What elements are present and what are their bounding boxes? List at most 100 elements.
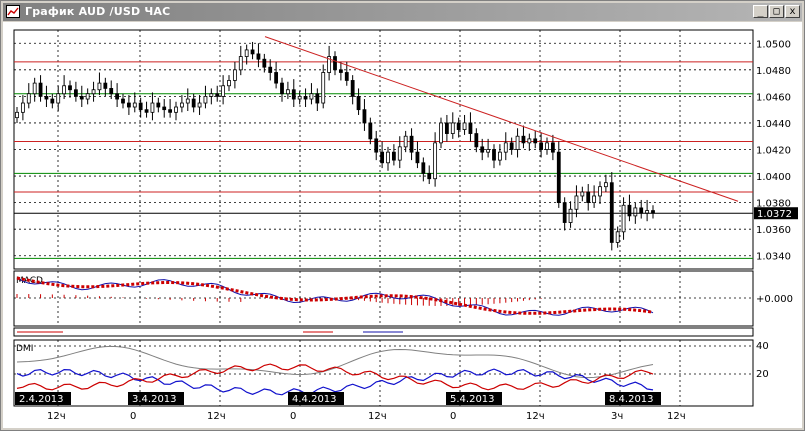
candle-body bbox=[291, 89, 296, 100]
chart-app-icon bbox=[6, 5, 20, 18]
candle-body bbox=[403, 135, 408, 148]
candle-body bbox=[303, 95, 308, 100]
candle-body bbox=[79, 95, 84, 100]
candle-body bbox=[368, 122, 373, 140]
candle-body bbox=[191, 98, 196, 108]
candle-body bbox=[26, 93, 31, 104]
maximize-button[interactable]: □ bbox=[769, 5, 784, 18]
candle-body bbox=[574, 195, 579, 210]
candle-body bbox=[168, 109, 173, 113]
time-tick: 12ч bbox=[667, 411, 686, 422]
price-label: 1.0400 bbox=[756, 172, 791, 183]
candle-body bbox=[427, 172, 432, 180]
candle-body bbox=[262, 58, 267, 68]
title-bar[interactable]: График AUD /USD ЧАС _ □ x bbox=[3, 3, 802, 21]
candle-body bbox=[539, 142, 544, 150]
candle-body bbox=[527, 138, 532, 144]
candle-body bbox=[256, 53, 261, 60]
candle-body bbox=[621, 204, 626, 233]
current-price-label: 1.0372 bbox=[757, 209, 792, 220]
candle-body bbox=[409, 135, 414, 153]
dmi-plus-line bbox=[16, 368, 654, 396]
macd-histogram bbox=[16, 294, 542, 306]
candle-body bbox=[492, 149, 496, 161]
price-label: 1.0500 bbox=[756, 39, 791, 50]
time-tick: 0 bbox=[290, 411, 296, 422]
minimize-button[interactable]: _ bbox=[753, 5, 768, 18]
candle-body bbox=[197, 102, 202, 108]
dmi-adx-line bbox=[16, 345, 654, 379]
candle-body bbox=[356, 95, 361, 111]
date-badge bbox=[446, 392, 502, 405]
dmi-minus-line bbox=[16, 363, 654, 391]
candle-body bbox=[503, 142, 508, 153]
candle-body bbox=[15, 111, 19, 119]
candle-body bbox=[556, 151, 561, 204]
candle-body bbox=[562, 202, 567, 223]
chart-client-area: 1.0500 1.0480 1.0460 1.0440 1.0420 1.040… bbox=[3, 22, 802, 428]
candle-body bbox=[456, 122, 461, 130]
macd-zero-label: +0.000 bbox=[756, 294, 793, 305]
candle-body bbox=[268, 66, 273, 73]
candle-body bbox=[185, 98, 190, 104]
candle-body bbox=[568, 208, 573, 223]
time-axis: 12ч 0 12ч 0 12ч 0 12ч 3ч 12ч bbox=[47, 411, 686, 422]
candle-body bbox=[179, 102, 184, 108]
candle-body bbox=[280, 82, 284, 95]
candle-body bbox=[150, 102, 155, 113]
candle-body bbox=[315, 93, 320, 104]
candle-body bbox=[162, 106, 167, 111]
candle-body bbox=[444, 122, 449, 134]
candle-body bbox=[615, 231, 620, 243]
price-label: 1.0380 bbox=[756, 199, 791, 210]
macd-signal-line bbox=[16, 276, 654, 315]
trendline bbox=[264, 36, 739, 202]
candle-body bbox=[497, 151, 502, 161]
dmi-label-40: 40 bbox=[756, 341, 769, 352]
candle-body bbox=[515, 135, 520, 150]
candle-body bbox=[215, 93, 220, 97]
date-badge bbox=[288, 392, 344, 405]
candle-body bbox=[250, 49, 255, 55]
current-price-badge bbox=[754, 207, 798, 220]
candle-body bbox=[221, 85, 226, 97]
candle-body bbox=[386, 151, 390, 164]
date-labels: 2.4.2013 3.4.2013 4.4.2013 5.4.2013 8.4.… bbox=[15, 392, 661, 405]
candle-body bbox=[333, 56, 337, 71]
candle-body bbox=[274, 72, 279, 84]
candle-body bbox=[115, 93, 120, 100]
candle-body bbox=[468, 122, 473, 134]
time-tick: 0 bbox=[450, 411, 456, 422]
candle-body bbox=[321, 72, 326, 104]
date-badge bbox=[605, 392, 661, 405]
candle-body bbox=[421, 162, 426, 174]
dmi-title: DMI bbox=[16, 344, 33, 354]
candle-body bbox=[580, 191, 585, 197]
candle-body bbox=[91, 89, 96, 95]
candle-body bbox=[238, 56, 243, 71]
candle-body bbox=[380, 151, 385, 164]
candle-body bbox=[103, 82, 108, 89]
candle-body bbox=[462, 122, 467, 130]
candle-body bbox=[85, 93, 90, 100]
candle-body bbox=[362, 109, 367, 124]
candle-body bbox=[550, 142, 555, 153]
price-label: 1.0460 bbox=[756, 92, 791, 103]
close-button[interactable]: x bbox=[785, 5, 800, 18]
candle-body bbox=[32, 82, 37, 95]
candle-body bbox=[285, 89, 290, 95]
candle-body bbox=[397, 146, 402, 161]
candle-body bbox=[633, 207, 638, 217]
time-tick: 12ч bbox=[368, 411, 387, 422]
candle-body bbox=[73, 89, 78, 97]
candle-body bbox=[209, 93, 214, 97]
date-label: 3.4.2013 bbox=[132, 394, 177, 405]
candle-body bbox=[598, 186, 602, 197]
price-chart[interactable]: 1.0500 1.0480 1.0460 1.0440 1.0420 1.040… bbox=[3, 22, 802, 428]
candle-body bbox=[44, 95, 49, 100]
candle-body bbox=[203, 95, 208, 104]
time-tick: 12ч bbox=[526, 411, 545, 422]
candle-body bbox=[439, 122, 443, 144]
candle-body bbox=[227, 80, 231, 87]
window-title: График AUD /USD ЧАС bbox=[25, 5, 171, 18]
